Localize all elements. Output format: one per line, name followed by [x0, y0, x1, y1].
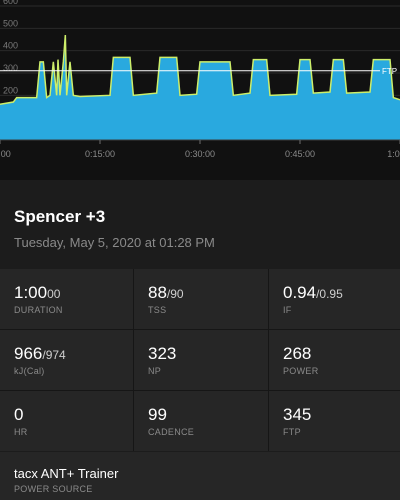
- y-tick-label: 600: [3, 0, 18, 6]
- stat-label: HR: [14, 427, 28, 437]
- stat-label: IF: [283, 305, 292, 315]
- stat-label: POWER: [283, 366, 319, 376]
- stat-label: CADENCE: [148, 427, 195, 437]
- stat-duration: 1:0000 DURATION: [0, 269, 133, 329]
- stat-label: TSS: [148, 305, 167, 315]
- stats-grid: 1:0000 DURATION 88/90 TSS 0.94/0.95 IF 9…: [0, 269, 400, 451]
- power-source-panel: tacx ANT+ Trainer POWER SOURCE: [0, 452, 400, 500]
- power-chart: 600500400300200100FTP0:000:15:000:30:000…: [0, 0, 400, 180]
- stat-if: 0.94/0.95 IF: [269, 269, 400, 329]
- x-tick-label: 0:15:00: [85, 149, 115, 159]
- stat-np: 323 NP: [134, 330, 268, 390]
- x-tick-label: 0:00: [0, 149, 11, 159]
- stat-label: NP: [148, 366, 162, 376]
- x-tick-label: 0:45:00: [285, 149, 315, 159]
- power-source-name: tacx ANT+ Trainer: [14, 466, 119, 481]
- stat-value: 345: [283, 405, 312, 424]
- y-tick-label: 500: [3, 18, 18, 28]
- x-tick-label: 0:30:00: [185, 149, 215, 159]
- workout-date: Tuesday, May 5, 2020 at 01:28 PM: [14, 235, 215, 250]
- stat-cadence: 99 CADENCE: [134, 391, 268, 451]
- workout-header: [0, 180, 400, 268]
- stat-label: FTP: [283, 427, 301, 437]
- y-tick-label: 300: [3, 63, 18, 73]
- x-tick-label: 1:00: [387, 149, 400, 159]
- stat-value: 88/90: [148, 283, 184, 302]
- stat-value: 1:0000: [14, 283, 61, 302]
- ftp-label: FTP: [382, 67, 397, 76]
- stat-hr: 0 HR: [0, 391, 133, 451]
- power-chart-svg: 600500400300200100FTP0:000:15:000:30:000…: [0, 0, 400, 159]
- y-tick-label: 200: [3, 85, 18, 95]
- stat-value: 0: [14, 405, 24, 424]
- stat-kj: 966/974 kJ(Cal): [0, 330, 133, 390]
- stat-value: 323: [148, 344, 177, 363]
- stat-power: 268 POWER: [269, 330, 400, 390]
- power-line: [0, 34, 400, 106]
- stat-label: DURATION: [14, 305, 63, 315]
- y-tick-label: 400: [3, 41, 18, 51]
- power-source-label: POWER SOURCE: [14, 484, 93, 494]
- stat-value: 966/974: [14, 344, 66, 363]
- stat-value: 0.94/0.95: [283, 283, 343, 302]
- stat-value: 99: [148, 405, 167, 424]
- stat-ftp: 345 FTP: [269, 391, 400, 451]
- stat-label: kJ(Cal): [14, 366, 45, 376]
- stat-value: 268: [283, 344, 312, 363]
- workout-title: Spencer +3: [14, 207, 106, 226]
- stat-tss: 88/90 TSS: [134, 269, 268, 329]
